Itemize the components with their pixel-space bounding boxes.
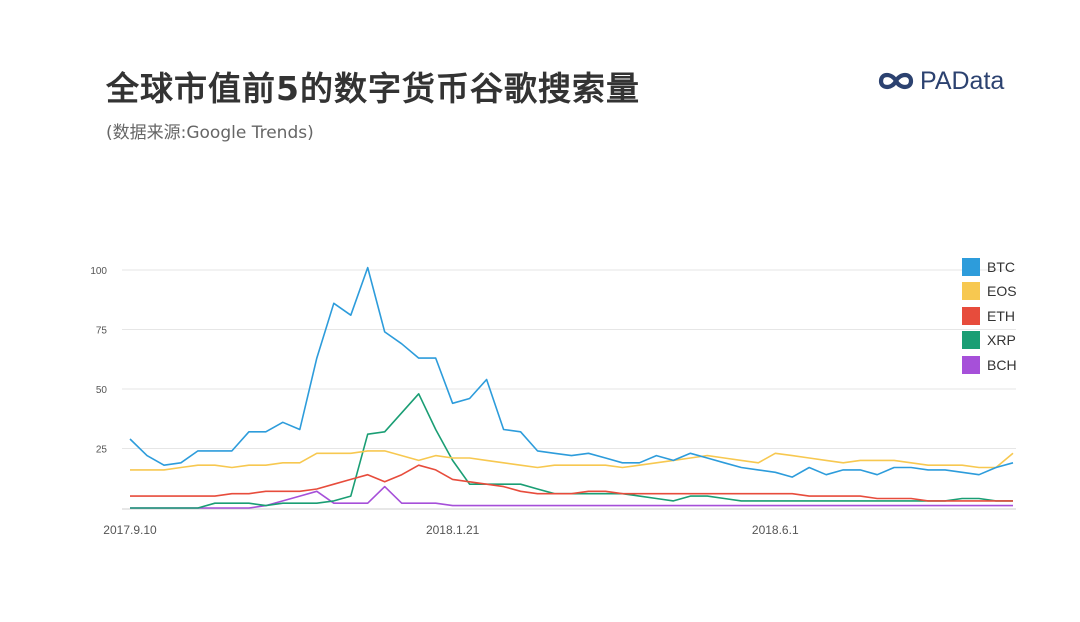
brand-name: PAData	[920, 66, 1005, 95]
series-line-eth	[130, 464, 1013, 502]
series-line-eos	[130, 450, 1014, 471]
chart-subtitle: (数据来源:Google Trends)	[106, 123, 314, 143]
x-tick-label: 2018.1.21	[426, 523, 480, 537]
legend-label: XRP	[987, 332, 1016, 349]
series-line-xrp	[130, 392, 1013, 509]
brand-logo: PAData	[878, 64, 1004, 98]
y-axis-ticks: 25 50 75 100	[90, 266, 107, 456]
y-tick-label: 50	[96, 385, 108, 396]
infinity-logo-icon	[878, 72, 914, 90]
grid-lines	[122, 269, 1016, 510]
legend-swatch	[962, 282, 980, 301]
series-line-bch	[130, 485, 1013, 509]
series-line-btc	[129, 266, 1014, 478]
legend-item-btc: BTC	[962, 257, 1017, 276]
legend-item-eth: ETH	[962, 306, 1017, 325]
y-tick-label: 25	[96, 445, 108, 456]
chart-legend: BTC EOS ETH XRP BCH	[962, 257, 1017, 380]
legend-label: BTC	[987, 258, 1015, 275]
x-tick-label: 2017.9.10	[103, 523, 157, 537]
legend-swatch	[962, 355, 980, 374]
chart-title: 全球市值前5的数字货币谷歌搜索量	[106, 69, 640, 108]
legend-item-eos: EOS	[962, 282, 1017, 301]
x-axis-ticks: 2017.9.10 2018.1.21 2018.6.1	[103, 523, 799, 537]
series-lines	[129, 266, 1014, 509]
legend-label: EOS	[987, 283, 1017, 300]
legend-swatch	[962, 306, 980, 325]
legend-item-xrp: XRP	[962, 331, 1017, 350]
legend-label: BCH	[987, 356, 1017, 373]
legend-item-bch: BCH	[962, 355, 1017, 374]
y-tick-label: 75	[96, 326, 108, 337]
legend-swatch	[962, 331, 980, 350]
legend-label: ETH	[987, 307, 1015, 324]
y-tick-label: 100	[90, 266, 107, 277]
legend-swatch	[962, 257, 980, 276]
x-tick-label: 2018.6.1	[752, 523, 799, 537]
